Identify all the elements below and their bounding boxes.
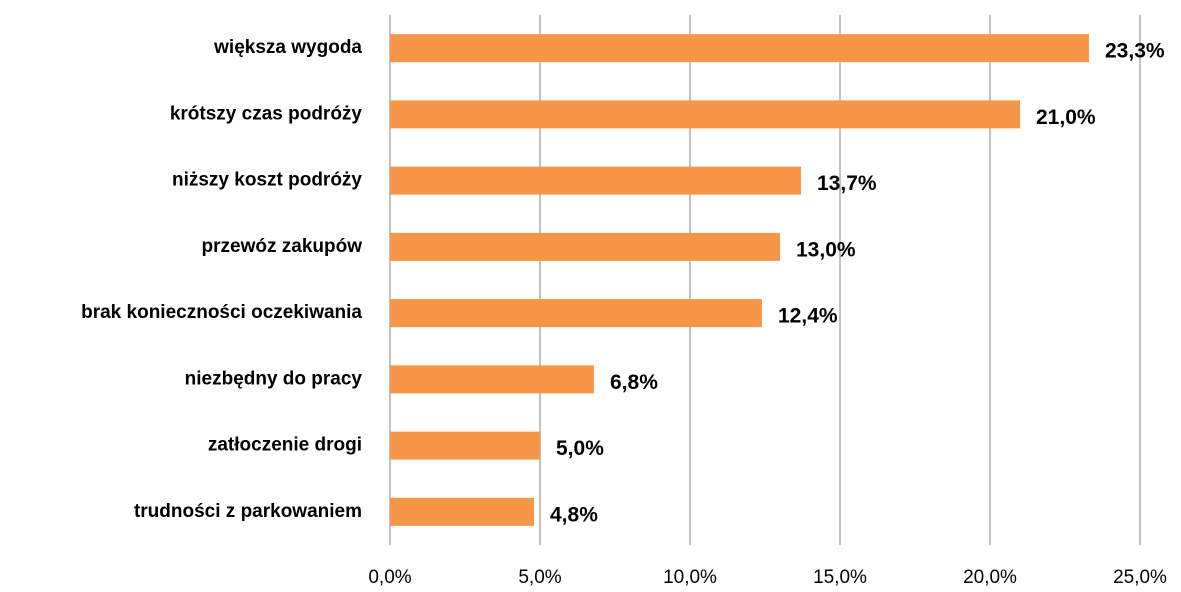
bar	[390, 497, 534, 526]
y-tick-label: brak konieczności oczekiwania	[81, 302, 362, 323]
x-tick-label: 15,0%	[813, 567, 867, 588]
x-tick-label: 5,0%	[518, 567, 561, 588]
y-tick-label: trudności z parkowaniem	[134, 501, 362, 522]
x-tick-label: 10,0%	[663, 567, 717, 588]
bar	[390, 100, 1020, 129]
bar	[390, 365, 594, 394]
y-tick-label: niezbędny do pracy	[185, 368, 363, 389]
y-tick-label: niższy koszt podróży	[172, 170, 362, 191]
y-tick-label: większa wygoda	[213, 37, 362, 58]
data-label: 5,0%	[556, 437, 604, 460]
data-label: 21,0%	[1036, 106, 1096, 129]
bar	[390, 299, 762, 328]
y-tick-label: przewóz zakupów	[202, 236, 363, 257]
data-label: 4,8%	[550, 503, 598, 526]
data-label: 12,4%	[778, 305, 838, 328]
x-tick-label: 25,0%	[1113, 567, 1167, 588]
y-tick-label: krótszy czas podróży	[170, 103, 363, 124]
data-label: 13,7%	[817, 172, 877, 195]
data-label: 13,0%	[796, 238, 856, 261]
x-tick-label: 20,0%	[963, 567, 1017, 588]
y-tick-label: zatłoczenie drogi	[208, 435, 362, 456]
bar	[390, 431, 540, 460]
bar	[390, 34, 1089, 63]
bar	[390, 232, 780, 261]
data-label: 6,8%	[610, 371, 658, 394]
x-tick-label: 0,0%	[368, 567, 411, 588]
data-label: 23,3%	[1105, 40, 1165, 63]
bar	[390, 166, 801, 195]
